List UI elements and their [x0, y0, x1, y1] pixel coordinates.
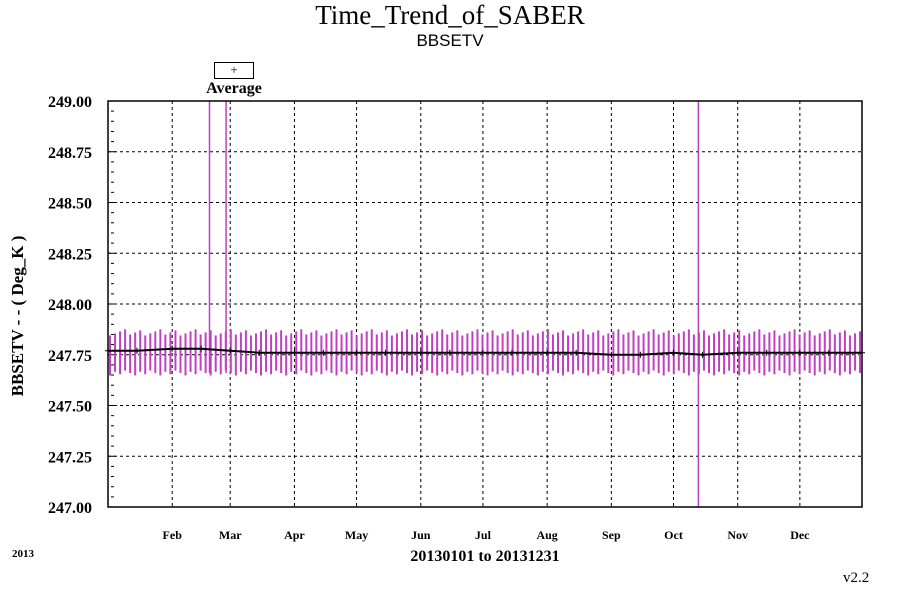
chart-title: Time_Trend_of_SABER: [315, 0, 585, 30]
average-point: [573, 349, 580, 356]
average-point: [169, 345, 176, 352]
chart-subtitle: BBSETV: [416, 31, 484, 50]
x-tick-label: Mar: [219, 528, 242, 542]
version-label: v2.2: [843, 570, 870, 586]
average-point: [353, 349, 360, 356]
x-axis-label: 20130101 to 20131231: [410, 548, 560, 565]
average-point: [291, 349, 298, 356]
average-point: [670, 349, 677, 356]
y-tick-label: 249.00: [48, 94, 92, 111]
average-point: [227, 347, 234, 354]
average-point: [134, 347, 140, 354]
y-tick-label: 248.75: [48, 145, 92, 162]
y-tick-label: 248.50: [48, 196, 92, 213]
average-point: [446, 349, 453, 356]
year-label: 2013: [12, 548, 34, 560]
y-tick-label: 248.00: [48, 297, 92, 314]
average-point: [479, 349, 486, 356]
y-tick-label: 247.00: [48, 500, 92, 517]
x-tick-label: Sep: [602, 528, 621, 542]
average-point: [608, 351, 615, 358]
average-point: [382, 349, 389, 356]
average-point: [198, 345, 205, 352]
average-point: [544, 349, 551, 356]
x-tick-label: Jun: [411, 528, 431, 542]
average-point: [734, 349, 741, 356]
average-point: [825, 349, 832, 356]
x-tick-label: Oct: [664, 528, 683, 542]
x-tick-label: Dec: [790, 528, 810, 542]
y-tick-label: 248.25: [48, 246, 92, 263]
average-point: [763, 349, 770, 356]
average-point: [256, 349, 263, 356]
legend-symbol: +: [214, 62, 254, 79]
y-tick-label: 247.75: [48, 348, 92, 365]
average-point: [508, 349, 515, 356]
x-tick-label: Jul: [475, 528, 492, 542]
y-tick-label: 247.25: [48, 449, 92, 466]
average-point: [796, 349, 803, 356]
y-tick-label: 247.50: [48, 399, 92, 416]
average-point: [417, 349, 424, 356]
x-tick-label: Aug: [536, 528, 557, 542]
plot-frame: [107, 100, 863, 508]
x-tick-label: Nov: [727, 528, 748, 542]
average-point: [637, 351, 644, 358]
y-axis-label: BBSETV - - ( Deg_K ): [8, 235, 27, 397]
legend-label: Average: [206, 80, 262, 97]
x-tick-label: May: [345, 528, 368, 542]
x-tick-label: Apr: [284, 528, 305, 542]
average-point: [320, 349, 327, 356]
x-tick-label: Feb: [163, 528, 183, 542]
average-point: [699, 351, 706, 358]
